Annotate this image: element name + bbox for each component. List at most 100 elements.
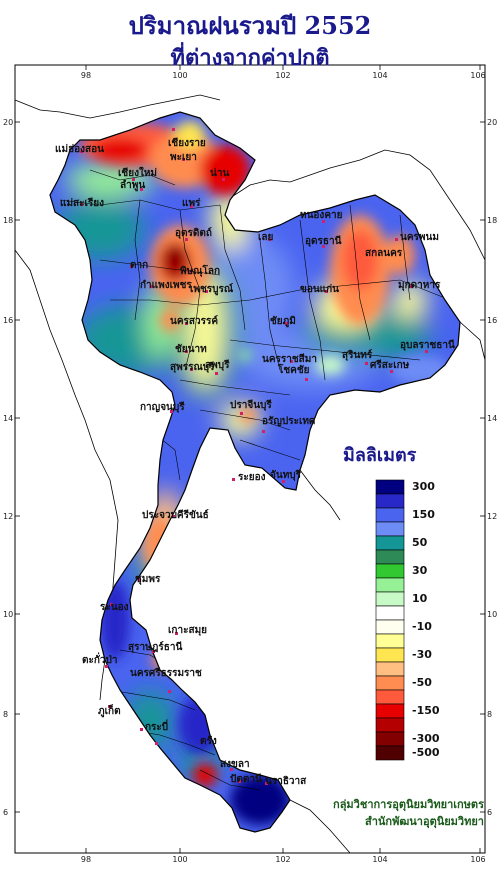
place-label: นครศรีธรรมราช xyxy=(130,667,202,679)
lat-tick-right: 16 xyxy=(487,316,497,325)
place-label: ระยอง xyxy=(238,472,266,483)
place-label: สุรินทร์ xyxy=(342,349,373,361)
lat-tick-right: 8 xyxy=(487,710,492,719)
legend-swatch xyxy=(375,605,405,621)
lat-tick-left: 10 xyxy=(3,610,13,619)
legend-swatch xyxy=(375,507,405,523)
place-label: อุดรธานี xyxy=(305,235,342,247)
place-label: นราธิวาส xyxy=(265,775,307,787)
place-label: กำแพงเพชร xyxy=(140,279,192,291)
place-label: สงขลา xyxy=(220,759,250,770)
place-label: ชุมพร xyxy=(135,574,161,585)
credit-bureau: สำนักพัฒนาอุตุนิยมวิทยา xyxy=(365,815,484,828)
lat-tick-right: 12 xyxy=(487,512,497,521)
place-label: อรัญประเทศ xyxy=(262,415,316,427)
place-label: เพชรบูรณ์ xyxy=(190,283,234,296)
lon-tick-labels: 98 100 102 104 106 98 100 102 104 106 xyxy=(81,71,486,864)
legend-label: 300 xyxy=(412,480,435,493)
lon-tick-top: 104 xyxy=(372,71,387,80)
legend-swatch xyxy=(375,717,405,733)
place-label: หนองคาย xyxy=(300,210,343,221)
lon-tick-bottom: 104 xyxy=(372,855,387,864)
legend-swatch xyxy=(375,521,405,537)
place-label: ขอนแก่น xyxy=(300,283,339,295)
legend-swatch xyxy=(375,661,405,677)
legend-label: -50 xyxy=(412,676,432,689)
lon-tick-top: 102 xyxy=(275,71,290,80)
legend-swatch xyxy=(375,675,405,691)
lon-tick-bottom: 106 xyxy=(470,855,485,864)
lat-tick-labels: 20 18 16 14 12 10 8 6 20 18 16 14 12 10 … xyxy=(3,118,497,817)
place-label: เกาะสมุย xyxy=(168,625,207,636)
place-label: อุบลราชธานี xyxy=(400,339,455,351)
station-markers xyxy=(80,128,428,785)
lat-tick-left: 8 xyxy=(3,710,8,719)
legend-title: มิลลิเมตร xyxy=(343,445,417,466)
place-label: เชียงราย xyxy=(168,137,206,149)
place-label: ตรัง xyxy=(200,735,217,747)
place-label: ชัยภูมิ xyxy=(270,315,296,328)
legend-label: 50 xyxy=(412,536,428,549)
place-label: แม่สะเรียง xyxy=(60,197,104,209)
lat-tick-right: 10 xyxy=(487,610,497,619)
place-label: ภูเก็ต xyxy=(98,703,121,718)
place-label: พิษณุโลก xyxy=(180,264,220,277)
legend-swatch xyxy=(375,577,405,593)
legend-label: 10 xyxy=(412,592,428,605)
place-label: ศรีสะเกษ xyxy=(370,359,410,371)
lat-tick-left: 16 xyxy=(3,316,13,325)
place-label: จันทบุรี xyxy=(270,469,302,481)
legend-swatch xyxy=(375,745,405,761)
place-label: ชัยนาท xyxy=(175,343,207,355)
place-label: อุตรดิตถ์ xyxy=(175,227,212,239)
place-label: ตาก xyxy=(130,260,148,271)
legend-swatch xyxy=(375,731,405,747)
lon-tick-top: 100 xyxy=(172,71,187,80)
lon-tick-top: 98 xyxy=(81,71,91,80)
lon-tick-bottom: 102 xyxy=(275,855,290,864)
place-label: สุราษฎร์ธานี xyxy=(128,641,182,653)
place-label: ลพบุรี xyxy=(205,359,230,371)
place-label: น่าน xyxy=(210,167,229,179)
legend-label: -300 xyxy=(412,732,440,745)
legend-label: 150 xyxy=(412,508,435,521)
legend-label: 30 xyxy=(412,564,428,577)
place-label: กาญจนบุรี xyxy=(140,401,185,413)
legend-swatch xyxy=(375,633,405,649)
place-label: เชียงใหม่ xyxy=(118,166,157,179)
lat-tick-right: 18 xyxy=(487,216,497,225)
legend-swatch xyxy=(375,647,405,663)
lon-tick-bottom: 100 xyxy=(172,855,187,864)
legend-swatch xyxy=(375,703,405,719)
lat-tick-left: 6 xyxy=(3,808,8,817)
place-label: มุกดาหาร xyxy=(398,280,441,291)
place-label: ปราจีนบุรี xyxy=(230,399,272,411)
lon-tick-top: 106 xyxy=(470,71,485,80)
place-label: นครราชสีมา xyxy=(262,353,317,365)
map-subtitle: ที่ต่างจากค่าปกติ xyxy=(170,45,330,71)
legend-label: -500 xyxy=(412,746,440,759)
credit-department: กลุ่มวิชาการอุตุนิยมวิทยาเกษตร xyxy=(333,798,484,811)
place-label: แพร่ xyxy=(182,197,201,209)
legend-swatch xyxy=(375,493,405,509)
legend-label: -30 xyxy=(412,648,432,661)
legend-swatch xyxy=(375,619,405,635)
map-title: ปริมาณฝนรวมปี 2552 xyxy=(128,11,372,40)
place-label: กระบี่ xyxy=(145,719,168,733)
lat-tick-left: 20 xyxy=(3,118,13,127)
place-label: นครพนม xyxy=(400,232,439,243)
lat-tick-left: 12 xyxy=(3,512,13,521)
lon-tick-bottom: 98 xyxy=(81,855,91,864)
place-label: เลย xyxy=(258,232,274,243)
place-label: ระนอง xyxy=(100,602,129,613)
place-label: พะเยา xyxy=(170,152,197,163)
color-legend: 300 150 50 30 10 -10 -30 -50 -150 -300-500 xyxy=(375,479,440,761)
legend-swatch xyxy=(375,549,405,565)
legend-swatch xyxy=(375,689,405,705)
legend-swatch xyxy=(375,563,405,579)
grid-ticks xyxy=(15,65,485,853)
legend-label: -150 xyxy=(412,704,440,717)
lat-tick-left: 18 xyxy=(3,216,13,225)
place-label: ปัตตานี xyxy=(230,773,262,785)
